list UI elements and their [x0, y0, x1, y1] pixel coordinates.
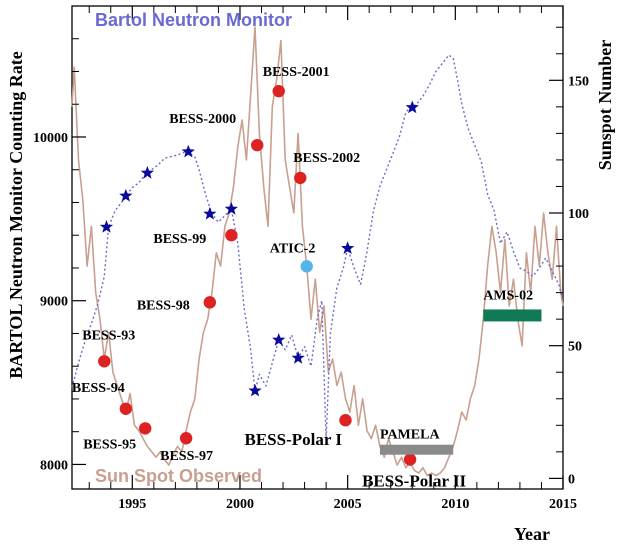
yr-tick-label-2: 100 [568, 207, 589, 222]
yr-tick-label-3: 150 [568, 74, 589, 89]
mission-label-6: BESS-2000 [169, 112, 236, 127]
mission-point-2 [139, 422, 152, 435]
bartol-star-6 [248, 383, 262, 397]
mission-markers: BESS-93 BESS-94 BESS-95 BESS-97 BESS-98 BESS-… [72, 65, 542, 491]
bartol-star-1 [119, 188, 133, 202]
x-tick-label-4: 2015 [549, 497, 577, 512]
mission-label-7: BESS-2001 [263, 65, 330, 80]
mission-point-3 [179, 432, 193, 445]
bartol-star-9 [341, 241, 355, 254]
yl-tick-label-1: 9000 [40, 295, 68, 310]
mission-point-9 [300, 260, 313, 273]
sunspot-line [71, 26, 564, 477]
sunspot-series [71, 26, 564, 477]
mission-point-7 [272, 84, 285, 98]
bartol-star-7 [272, 333, 286, 346]
yl-tick-label-0: 8000 [40, 458, 68, 473]
mission-label-12: PAMELA [380, 428, 441, 443]
yr-tick-label-0: 0 [568, 472, 575, 487]
bartol-star-8 [291, 351, 305, 364]
plot-frame [71, 5, 564, 490]
plot-border [71, 5, 564, 490]
mission-label-3: BESS-97 [160, 449, 213, 464]
mission-bar-12 [379, 444, 454, 455]
mission-label-11: BESS-Polar II [362, 472, 466, 491]
mission-label-8: BESS-2002 [293, 151, 360, 166]
legend-bartol: Bartol Neutron Monitor [95, 10, 292, 30]
legend-sunspot: Sun Spot Observed [95, 466, 262, 486]
mission-label-5: BESS-99 [153, 232, 206, 247]
mission-label-1: BESS-94 [72, 381, 125, 396]
bartol-star-5 [224, 202, 238, 215]
yl-tick-label-2: 10000 [33, 131, 68, 146]
bartol-star-10 [405, 100, 419, 114]
y-axis-title-right: Sunspot Number [595, 40, 615, 171]
bartol-star-3 [181, 144, 195, 158]
mission-label-10: BESS-Polar I [244, 430, 342, 449]
x-tick-label-1: 2000 [226, 497, 254, 512]
axes: 1995 2000 2005 2010 2015 8000 9000 10000 0 50 100 1… [33, 5, 589, 512]
x-tick-label-0: 1995 [118, 497, 146, 512]
mission-bar-13 [483, 309, 542, 322]
mission-point-0 [98, 355, 111, 368]
mission-point-8 [294, 171, 307, 185]
mission-point-6 [251, 138, 264, 152]
mission-point-4 [203, 296, 217, 309]
bartol-star-2 [140, 166, 154, 179]
mission-label-2: BESS-95 [83, 437, 136, 452]
mission-label-13: AMS-02 [483, 288, 533, 303]
x-axis-title: Year [514, 524, 550, 544]
mission-label-9: ATIC-2 [270, 241, 316, 256]
x-tick-label-2: 2005 [334, 497, 362, 512]
bartol-star-0 [99, 220, 114, 233]
mission-point-5 [225, 229, 238, 242]
bartol-star-4 [203, 206, 217, 220]
mission-point-11 [403, 453, 417, 466]
yr-tick-label-1: 50 [568, 340, 582, 355]
mission-label-0: BESS-93 [82, 328, 135, 343]
x-tick-label-3: 2010 [441, 497, 469, 512]
y-axis-title-left: BARTOL Neutron Monitor Counting Rate [6, 51, 26, 378]
mission-point-10 [339, 414, 352, 427]
mission-point-1 [119, 402, 133, 415]
mission-label-4: BESS-98 [137, 298, 190, 313]
